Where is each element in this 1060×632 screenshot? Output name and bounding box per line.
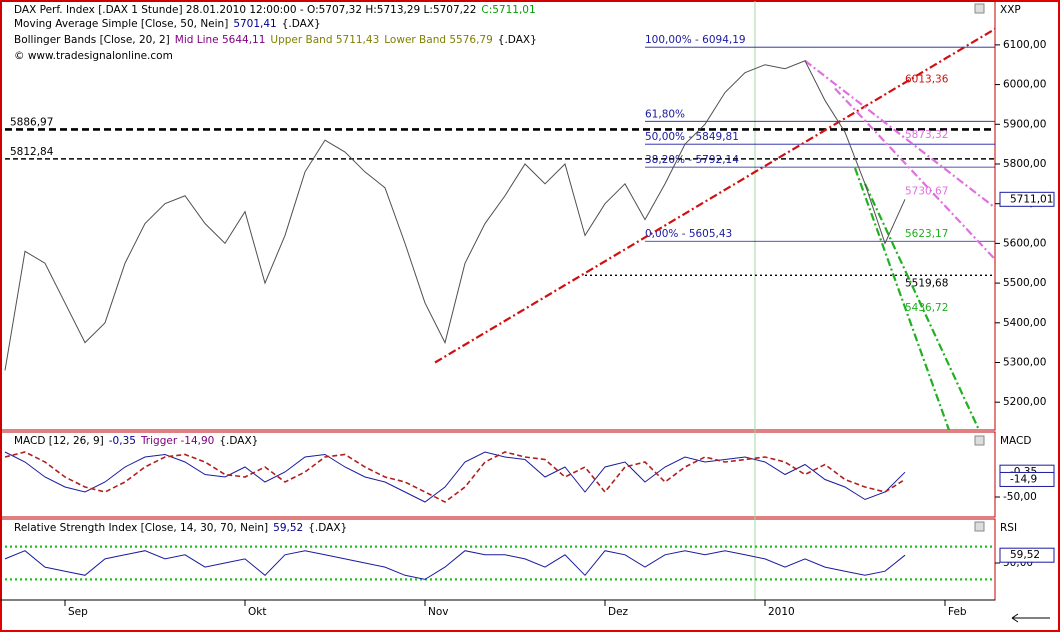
x-tick-label: Nov bbox=[428, 606, 449, 618]
trendline bbox=[864, 183, 980, 431]
header-text: 5701,41 bbox=[233, 18, 276, 30]
series-line bbox=[4, 451, 906, 503]
header-text: Moving Average Simple [Close, 50, Nein] bbox=[14, 18, 228, 30]
y-tick-label: 5900,00 bbox=[1003, 118, 1046, 130]
header-line: DAX Perf. Index [.DAX 1 Stunde] 28.01.20… bbox=[14, 4, 536, 16]
header-text: Relative Strength Index [Close, 14, 30, … bbox=[14, 522, 268, 534]
header-text: Upper Band 5711,43 bbox=[270, 34, 379, 46]
header-line: © www.tradesignalonline.com bbox=[14, 50, 173, 62]
header-text: {.DAX} bbox=[282, 18, 321, 30]
header-line: Relative Strength Index [Close, 14, 30, … bbox=[14, 522, 347, 534]
value-marker bbox=[999, 547, 1055, 563]
trendline-label: 6013,36 bbox=[905, 73, 949, 85]
header-line: Moving Average Simple [Close, 50, Nein] 5… bbox=[14, 18, 321, 30]
axis-title: XXP bbox=[1000, 4, 1021, 16]
trendline-label: 5730,67 bbox=[905, 186, 948, 198]
level-label: 5519,68 bbox=[905, 277, 948, 289]
header-text: DAX Perf. Index [.DAX 1 Stunde] 28.01.20… bbox=[14, 4, 476, 16]
header-text: {.DAX} bbox=[308, 522, 347, 534]
axis-title: RSI bbox=[1000, 522, 1017, 534]
y-tick-label: 5300,00 bbox=[1003, 357, 1046, 369]
header-text: © www.tradesignalonline.com bbox=[14, 50, 173, 62]
header-text: 59,52 bbox=[273, 522, 303, 534]
level-label: 100,00% - 6094,19 bbox=[645, 34, 746, 46]
x-tick-label: 2010 bbox=[768, 606, 795, 618]
y-tick-label: 5800,00 bbox=[1003, 158, 1046, 170]
trendline-label: 5623,17 bbox=[905, 228, 948, 240]
header-text: Bollinger Bands [Close, 20, 2] bbox=[14, 34, 170, 46]
series-line bbox=[4, 550, 906, 580]
header-text: C:5711,01 bbox=[481, 4, 535, 16]
x-tick-label: Feb bbox=[948, 606, 967, 618]
header-text: {.DAX} bbox=[498, 34, 537, 46]
x-tick-label: Okt bbox=[248, 606, 266, 618]
macd-panel bbox=[0, 431, 996, 518]
header-text: Trigger -14,90 bbox=[140, 435, 214, 447]
header-line: Bollinger Bands [Close, 20, 2] Mid Line 5… bbox=[14, 34, 537, 46]
value-marker bbox=[999, 471, 1055, 487]
trendline bbox=[834, 87, 996, 261]
trendline-label: 5873,32 bbox=[905, 129, 948, 141]
scroll-arrow[interactable] bbox=[1011, 613, 1050, 623]
x-tick-label: Dez bbox=[608, 606, 629, 618]
value-marker-label: -14,9 bbox=[1010, 473, 1037, 485]
header-text: MACD [12, 26, 9] bbox=[14, 435, 104, 447]
level-label: 61,80% bbox=[645, 108, 685, 120]
trendline bbox=[434, 28, 996, 364]
series-line bbox=[4, 451, 906, 503]
level-label: 0,00% - 5605,43 bbox=[645, 228, 732, 240]
y-tick-label: 5600,00 bbox=[1003, 237, 1046, 249]
value-marker-label: 5711,01 bbox=[1010, 193, 1053, 205]
level-label: 5812,84 bbox=[10, 146, 54, 158]
axis-title: MACD bbox=[1000, 435, 1031, 447]
header-line: MACD [12, 26, 9] -0,35 Trigger -14,90 {.DAX… bbox=[14, 435, 258, 447]
value-marker-label: 59,52 bbox=[1010, 549, 1040, 561]
panel-button[interactable] bbox=[974, 435, 985, 446]
x-tick-label: Sep bbox=[68, 606, 88, 618]
y-tick-label: -50,00 bbox=[1003, 491, 1037, 503]
level-label: 5886,97 bbox=[10, 116, 53, 128]
y-tick-label: 6000,00 bbox=[1003, 79, 1046, 91]
y-tick-label: 5400,00 bbox=[1003, 317, 1046, 329]
header-text: {.DAX} bbox=[219, 435, 258, 447]
level-label: 38,20% - 5792,14 bbox=[645, 154, 739, 166]
header-text: -0,35 bbox=[109, 435, 136, 447]
y-tick-label: 5200,00 bbox=[1003, 396, 1046, 408]
series-line bbox=[4, 60, 906, 371]
value-marker bbox=[999, 191, 1055, 207]
header-text: Mid Line 5644,11 bbox=[175, 34, 266, 46]
trendline bbox=[853, 167, 951, 431]
panel-button[interactable] bbox=[974, 3, 985, 14]
y-tick-label: 6100,00 bbox=[1003, 39, 1046, 51]
y-tick-label: 5500,00 bbox=[1003, 277, 1046, 289]
header-text: Lower Band 5576,79 bbox=[384, 34, 493, 46]
trendline-label: 5436,72 bbox=[905, 302, 948, 314]
panel-button[interactable] bbox=[974, 521, 985, 532]
price-panel bbox=[0, 0, 996, 431]
